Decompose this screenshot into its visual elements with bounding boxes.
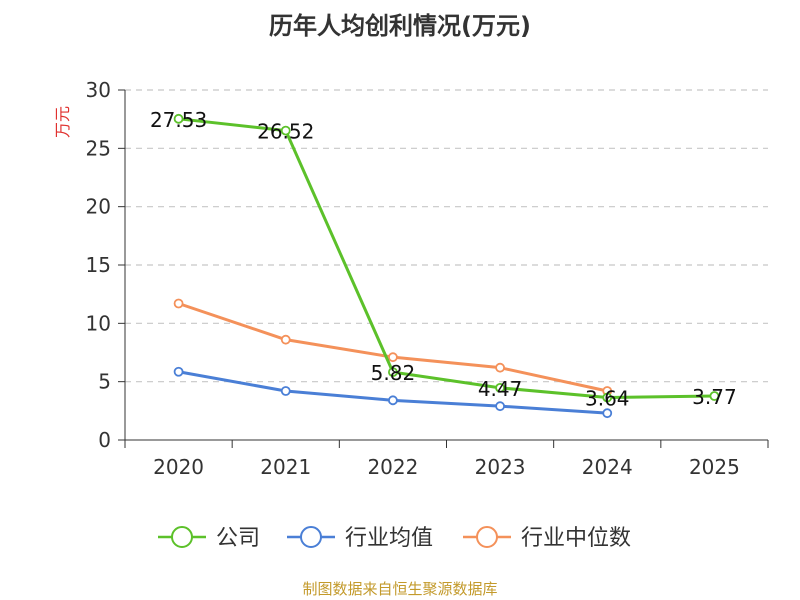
data-point [280, 386, 291, 396]
legend-marker [476, 526, 498, 548]
data-point [495, 362, 505, 373]
data-point [495, 382, 505, 393]
legend-label: 行业均值 [345, 526, 433, 551]
x-tick-label: 2022 [367, 455, 418, 479]
data-point [388, 352, 398, 363]
legend-marker [171, 526, 193, 548]
data-point [173, 113, 184, 124]
data-point [173, 366, 184, 377]
data-point [602, 392, 613, 403]
x-tick-label: 2020 [153, 455, 204, 479]
chart-title: 历年人均创利情况(万元) [269, 12, 531, 40]
data-point [709, 391, 720, 401]
x-tick-label: 2023 [475, 455, 526, 479]
y-axis-label: 万元 [53, 106, 72, 138]
y-tick-label: 25 [86, 136, 111, 160]
y-tick-label: 20 [86, 195, 111, 219]
y-tick-label: 5 [98, 370, 111, 394]
data-point [388, 395, 398, 406]
data-point [280, 334, 291, 345]
data-label: 27.53 [150, 108, 207, 132]
y-tick-label: 10 [86, 311, 111, 335]
y-tick-label: 15 [86, 253, 111, 277]
data-label: 5.82 [371, 361, 416, 385]
legend-label: 行业中位数 [521, 526, 631, 551]
data-label: 26.52 [257, 120, 314, 144]
legend-marker [300, 526, 322, 548]
x-tick-label: 2025 [689, 455, 740, 479]
data-point [280, 125, 291, 136]
data-label: 3.77 [692, 385, 737, 409]
x-tick-label: 2021 [260, 455, 311, 479]
legend-label: 公司 [216, 526, 260, 551]
data-source-note: 制图数据来自恒生聚源数据库 [302, 580, 498, 598]
x-tick-label: 2024 [582, 455, 633, 479]
data-point [602, 408, 613, 419]
y-tick-label: 0 [98, 428, 111, 452]
data-point [173, 298, 184, 309]
data-point [495, 401, 505, 412]
series-line-0 [178, 117, 715, 400]
data-label: 4.47 [478, 377, 523, 401]
data-point [388, 367, 398, 378]
data-label: 3.64 [585, 387, 630, 411]
y-tick-label: 30 [86, 78, 111, 102]
